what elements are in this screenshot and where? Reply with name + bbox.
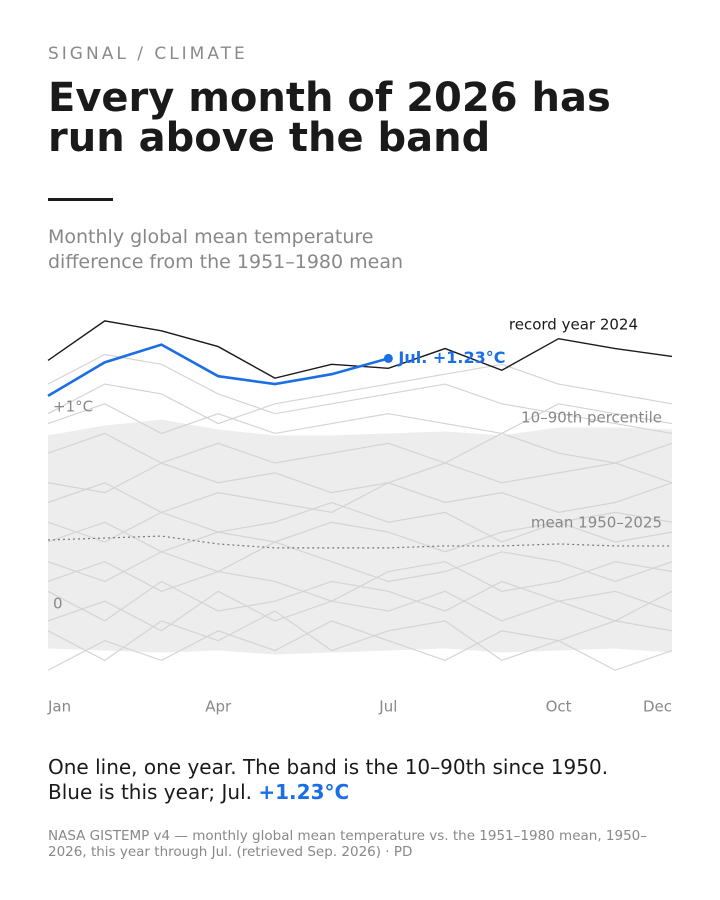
x-tick-label: Dec	[643, 698, 672, 716]
y-tick-label: +1°C	[53, 397, 93, 415]
year-line	[47, 501, 673, 543]
year-line	[47, 432, 673, 464]
endpoint-dot	[383, 353, 393, 363]
year-line	[47, 403, 673, 435]
source: NASA GISTEMP v4 — monthly global mean te…	[48, 828, 648, 860]
year-line	[47, 541, 673, 583]
mean-label: mean 1950–2025	[531, 514, 662, 532]
series-line	[47, 343, 389, 398]
title-rule	[48, 198, 113, 201]
caption: One line, one year. The band is the 10–9…	[48, 755, 648, 805]
value-label: Jul. +1.23°C	[397, 348, 505, 367]
year-line	[47, 363, 673, 425]
year-line	[47, 590, 673, 632]
year-line	[47, 482, 673, 514]
year-line	[47, 561, 673, 602]
x-tick-label: Jul	[378, 698, 397, 716]
series-label: record year 2024	[509, 316, 638, 334]
year-line	[47, 462, 673, 494]
mean-line	[47, 535, 672, 549]
caption-highlight: +1.23°C	[258, 780, 350, 804]
chart-subtitle: Monthly global mean temperature differen…	[48, 226, 404, 273]
percentile-band	[48, 419, 672, 655]
x-tick-label: Apr	[205, 698, 232, 716]
band-label: 10–90th percentile	[521, 409, 662, 427]
x-tick-label: Jan	[47, 698, 71, 716]
y-tick-label: 0	[53, 595, 63, 613]
caption-text: One line, one year. The band is the 10–9…	[48, 755, 609, 804]
kicker: SIGNAL / CLIMATE	[48, 44, 248, 64]
year-line	[47, 610, 673, 662]
year-line	[47, 521, 673, 553]
chart-title: Every month of 2026 has run above the ba…	[48, 75, 611, 161]
x-tick-label: Oct	[546, 698, 572, 716]
year-line	[47, 353, 673, 435]
year-line	[47, 620, 673, 671]
